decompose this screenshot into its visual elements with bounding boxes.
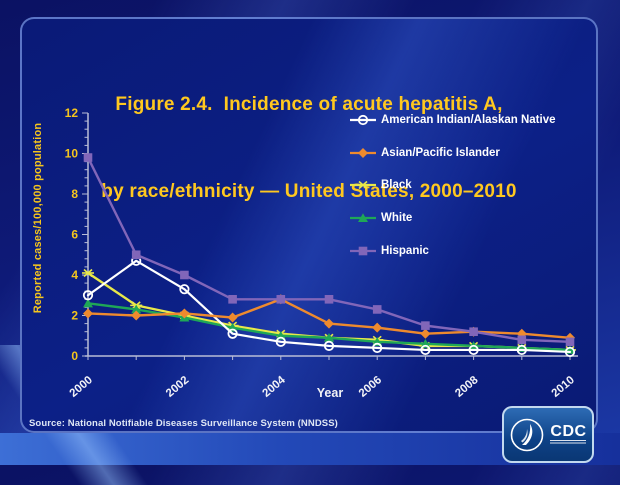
legend-item-american-indian-alaskan-native: American Indian/Alaskan Native	[349, 104, 555, 137]
data-point	[358, 213, 368, 223]
data-point	[564, 346, 576, 358]
data-point	[227, 328, 238, 339]
legend-marker-square-icon	[350, 246, 376, 255]
data-point	[469, 327, 478, 336]
legend-label: Black	[381, 179, 412, 192]
data-point	[179, 284, 190, 295]
y-tick-label: 4	[71, 268, 78, 282]
data-point	[372, 342, 383, 353]
data-point	[228, 295, 237, 304]
x-tick-label: 2008	[453, 374, 481, 400]
data-point	[82, 290, 94, 301]
data-point	[131, 304, 142, 314]
data-point	[276, 295, 286, 304]
data-point	[516, 344, 527, 356]
data-point	[358, 246, 368, 255]
x-tick-label: 2000	[68, 374, 95, 400]
data-point	[357, 115, 369, 126]
figure-title-line2: by race/ethnicity — United States, 2000–…	[101, 181, 517, 202]
y-tick-label: 2	[71, 309, 78, 323]
data-point	[565, 337, 575, 347]
data-point	[179, 308, 190, 319]
slide-panel: Figure 2.4. Incidence of acute hepatitis…	[20, 17, 598, 433]
data-point	[83, 308, 93, 319]
legend-label: White	[381, 212, 413, 225]
data-point	[372, 322, 383, 333]
chart-legend: American Indian/Alaskan Native Asian/Paci…	[349, 104, 555, 267]
y-axis-title: Reported cases/100,000 population	[32, 122, 44, 314]
figure-title-line1: Figure 2.4. Incidence of acute hepatitis…	[115, 94, 503, 115]
cdc-logo: CDC	[502, 406, 594, 463]
source-note: Source: National Notifiable Diseases Sur…	[29, 418, 338, 429]
figure-title: Figure 2.4. Incidence of acute hepatitis…	[22, 32, 596, 264]
cdc-wordmark-tagline	[550, 440, 587, 445]
legend-marker-triangle-icon	[350, 213, 376, 223]
data-point	[372, 305, 382, 314]
x-tick-label: 2002	[164, 374, 191, 400]
data-point	[83, 153, 93, 162]
data-point	[324, 332, 334, 342]
data-point	[180, 270, 189, 280]
x-tick-label: 2010	[550, 374, 577, 400]
cdc-wordmark: CDC	[550, 423, 587, 445]
data-point	[517, 335, 527, 345]
data-point	[275, 336, 286, 347]
x-tick-label: 2004	[260, 374, 288, 400]
data-point	[324, 318, 334, 329]
y-tick-label: 10	[65, 147, 79, 161]
legend-label: American Indian/Alaskan Native	[381, 114, 556, 127]
legend-label: Asian/Pacific Islander	[381, 146, 500, 159]
data-point	[357, 181, 369, 190]
cdc-wordmark-text: CDC	[550, 423, 587, 440]
data-point	[82, 268, 94, 278]
legend-item-hispanic: Hispanic	[349, 234, 555, 267]
legend-item-black: Black	[349, 169, 555, 202]
series-american-indian-alaskan-native	[82, 255, 576, 358]
y-tick-label: 12	[65, 106, 79, 120]
x-axis-title: Year	[316, 386, 344, 400]
hhs-seal-icon	[511, 418, 544, 451]
series-hispanic	[83, 153, 575, 347]
data-point	[421, 321, 430, 330]
data-point	[131, 310, 142, 321]
legend-item-asian-pacific-islander: Asian/Pacific Islander	[349, 137, 555, 170]
data-point	[420, 344, 431, 356]
data-point	[227, 312, 238, 323]
data-point	[420, 328, 431, 339]
series-line-asian-pacific-islander	[86, 298, 572, 339]
data-point	[323, 340, 335, 351]
legend-label: Hispanic	[381, 244, 429, 257]
y-tick-label: 6	[71, 228, 78, 242]
y-tick-label: 8	[71, 187, 78, 201]
legend-marker-open-circle-icon	[350, 115, 376, 126]
series-line-american-indian-alaskan-native	[86, 259, 572, 354]
y-tick-label: 0	[71, 349, 78, 363]
legend-marker-diamond-icon	[350, 147, 376, 158]
data-point	[358, 147, 368, 158]
data-point	[324, 295, 334, 304]
data-point	[83, 298, 93, 308]
data-point	[468, 344, 479, 356]
data-point	[131, 250, 141, 260]
legend-marker-asterisk-icon	[350, 181, 376, 190]
legend-item-white: White	[349, 202, 555, 235]
